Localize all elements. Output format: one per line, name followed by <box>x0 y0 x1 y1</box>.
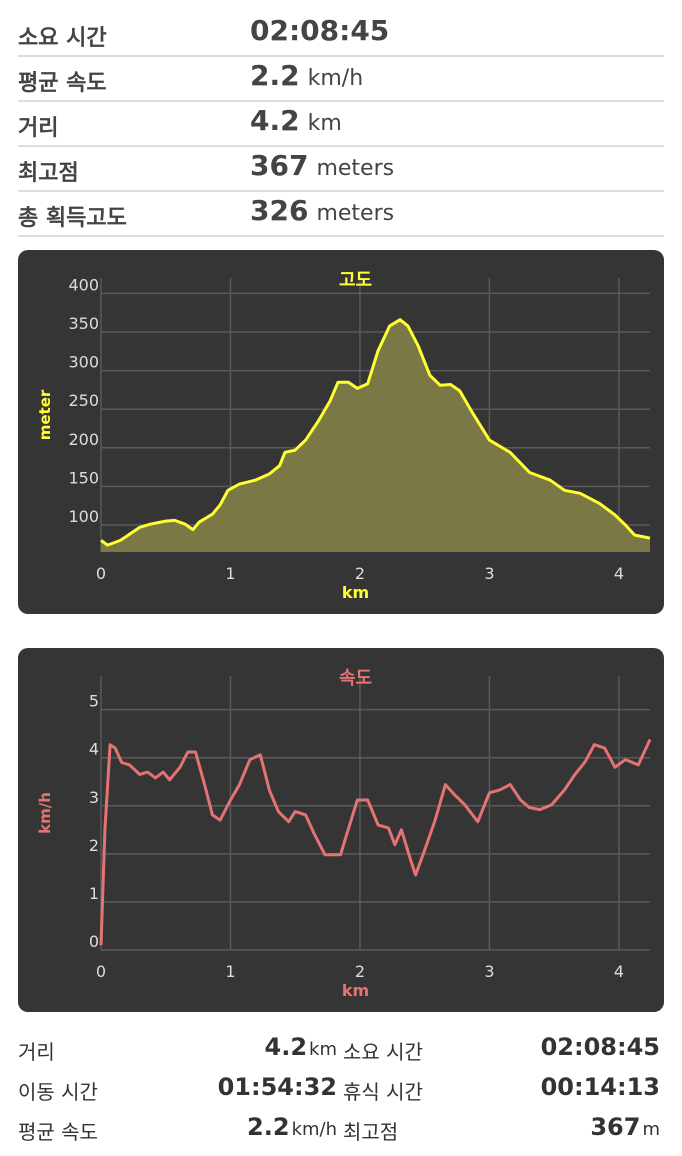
x-tick-label: 2 <box>355 564 365 583</box>
summary-number: 00:14:13 <box>540 1073 660 1101</box>
summary-value: 02:08:45 <box>541 1033 660 1061</box>
y-tick-label: 4 <box>89 740 99 759</box>
stat-label: 소요 시간 <box>18 26 107 51</box>
data-line <box>100 318 651 547</box>
y-axis-label: km/h <box>36 792 54 834</box>
x-tick-label: 3 <box>484 962 494 981</box>
summary-number: 2.2 <box>247 1113 290 1141</box>
stat-number: 2.2 <box>250 59 300 92</box>
y-tick-label: 5 <box>89 692 99 711</box>
stat-unit: km <box>307 111 342 136</box>
y-tick-label: 100 <box>68 507 99 526</box>
summary-unit: m <box>642 1119 660 1140</box>
summary-unit: km <box>309 1039 337 1060</box>
y-axis-label: meter <box>36 389 54 440</box>
stat-number: 4.2 <box>250 104 300 137</box>
x-tick-label: 2 <box>355 962 365 981</box>
stat-label: 평균 속도 <box>18 71 107 96</box>
y-tick-label: 2 <box>89 836 99 855</box>
stat-label: 거리 <box>18 116 59 141</box>
summary-label: 이동 시간 <box>18 1080 98 1104</box>
y-tick-label: 400 <box>68 275 99 294</box>
summary-number: 367 <box>590 1113 641 1141</box>
summary-unit: km/h <box>291 1119 337 1140</box>
stat-unit: km/h <box>307 66 364 91</box>
stat-number: 326 <box>250 194 309 227</box>
stat-row: 소요 시간 02:08:45 <box>18 12 664 57</box>
x-tick-label: 4 <box>614 962 624 981</box>
x-tick-label: 3 <box>484 564 494 583</box>
summary-value: 367 m <box>590 1113 660 1141</box>
summary-label: 거리 <box>18 1040 55 1064</box>
area-fill <box>101 319 650 552</box>
stat-label: 최고점 <box>18 161 79 186</box>
summary-number: 01:54:32 <box>217 1073 337 1101</box>
stat-label: 총 획득고도 <box>18 206 127 231</box>
stat-value: 2.2 km/h <box>250 59 363 92</box>
stat-row: 거리 4.2 km <box>18 102 664 147</box>
summary-label: 평균 속도 <box>18 1120 98 1144</box>
x-tick-label: 0 <box>96 962 106 981</box>
summary-value: 4.2 km <box>265 1033 337 1061</box>
stat-row: 평균 속도 2.2 km/h <box>18 57 664 102</box>
summary-value: 00:14:13 <box>541 1073 660 1101</box>
summary-value: 01:54:32 <box>218 1073 337 1101</box>
stat-number: 367 <box>250 149 309 182</box>
stat-row: 최고점 367 meters <box>18 147 664 192</box>
y-tick-label: 350 <box>68 314 99 333</box>
x-axis-label: km <box>342 583 369 602</box>
summary-label: 최고점 <box>343 1120 399 1144</box>
data-line <box>99 738 652 946</box>
stat-row: 총 획득고도 326 meters <box>18 192 664 237</box>
stat-number: 02:08:45 <box>250 14 390 47</box>
summary-number: 02:08:45 <box>540 1033 660 1061</box>
chart-title: 고도 <box>339 270 372 291</box>
y-tick-label: 200 <box>68 430 99 449</box>
y-tick-label: 150 <box>68 468 99 487</box>
summary-label: 휴식 시간 <box>343 1080 423 1104</box>
summary-label: 소요 시간 <box>343 1040 423 1064</box>
y-tick-label: 0 <box>89 932 99 951</box>
y-tick-label: 3 <box>89 788 99 807</box>
stat-value: 367 meters <box>250 149 394 182</box>
y-tick-label: 250 <box>68 391 99 410</box>
stat-value: 4.2 km <box>250 104 342 137</box>
x-axis-label: km <box>342 981 369 1000</box>
stat-value: 02:08:45 <box>250 14 389 47</box>
stat-unit: meters <box>316 156 395 181</box>
x-tick-label: 1 <box>225 962 235 981</box>
chart-title: 속도 <box>339 668 372 689</box>
y-tick-label: 300 <box>68 353 99 372</box>
summary-number: 4.2 <box>264 1033 308 1061</box>
x-tick-label: 0 <box>96 564 106 583</box>
summary-value: 2.2 km/h <box>247 1113 337 1141</box>
stat-value: 326 meters <box>250 194 394 227</box>
x-tick-label: 1 <box>225 564 235 583</box>
y-tick-label: 1 <box>89 884 99 903</box>
x-tick-label: 4 <box>614 564 624 583</box>
stat-unit: meters <box>316 201 395 226</box>
chart-panel <box>18 648 664 1012</box>
